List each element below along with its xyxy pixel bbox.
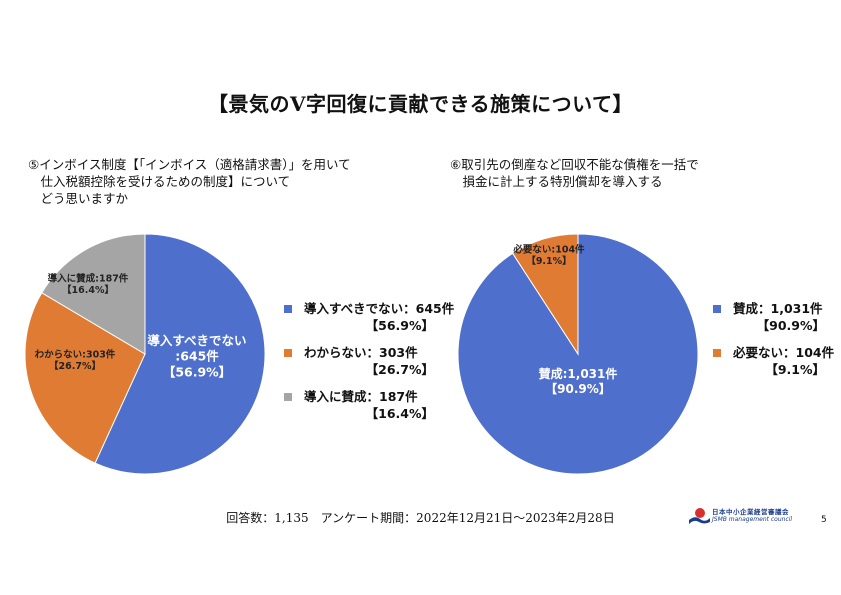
pie1-slice-3 (41, 233, 146, 355)
pie2-data-label-2: 必要ない:104件【9.1%】 (512, 243, 585, 267)
legend-swatch (713, 305, 721, 313)
legend-percent: 【56.9%】 (365, 318, 434, 333)
data-label-line: 【16.4%】 (62, 284, 114, 296)
page-number: 5 (821, 515, 827, 525)
legend-item-1: 賛成：1,031件 【90.9%】 (713, 300, 825, 334)
organization-logo: 日本中小企業経営審議会 JSMB management council (688, 506, 818, 530)
sun-wave-icon (689, 508, 710, 524)
legend-percent: 【9.1%】 (765, 362, 825, 377)
question-6: ⑥取引先の倒産など回収不能な債権を一括で 損金に計上する特別償却を導入する (450, 157, 699, 189)
data-label-line: 必要ない:104件 (512, 243, 585, 255)
survey-footer: 回答数：1,135 アンケート期間：2022年12月21日～2023年2月28日 (226, 511, 615, 525)
data-label-line: :645件 (175, 349, 219, 364)
legend-label: 賛成：1,031件 (733, 301, 823, 316)
legend-swatch (284, 305, 292, 313)
logo-jp-text: 日本中小企業経営審議会 (712, 508, 789, 516)
legend-label: 導入に賛成：187件 (304, 389, 418, 404)
page-title: 【景気のV字回復に貢献できる施策について】 (207, 92, 634, 116)
legend-item-2: わからない：303件 【26.7%】 (284, 344, 434, 378)
legend-swatch (284, 349, 292, 357)
pie2-data-label-1: 賛成:1,031件【90.9%】 (539, 366, 618, 396)
legend-item-1: 導入すべきでない：645件 【56.9%】 (284, 300, 454, 334)
data-label-line: 【56.9%】 (163, 364, 231, 379)
data-label-line: 導入に賛成:187件 (48, 272, 129, 284)
data-label-line: 導入すべきでない (147, 333, 246, 348)
data-label-line: 【26.7%】 (49, 360, 101, 372)
pie1-slice-1 (94, 233, 266, 475)
pie1-slice-2 (24, 292, 146, 464)
legend-percent: 【90.9%】 (756, 318, 825, 333)
logo-en-text: JSMB management council (712, 516, 793, 523)
question-5: ⑤インボイス制度【「インボイス（適格請求書）」を用いて 仕入税額控除を受けるため… (28, 157, 351, 206)
legend-percent: 【16.4%】 (365, 406, 434, 421)
legend-percent: 【26.7%】 (365, 362, 434, 377)
pie1-data-label-2: わからない:303件【26.7%】 (35, 348, 116, 372)
legend-label: 必要ない：104件 (733, 345, 835, 360)
data-label-line: 賛成:1,031件 (539, 366, 618, 381)
data-label-line: 【90.9%】 (545, 381, 611, 396)
legend-label: わからない：303件 (304, 345, 418, 360)
legend-label: 導入すべきでない：645件 (304, 301, 455, 316)
data-label-line: 【9.1%】 (526, 255, 571, 267)
legend-item-3: 導入に賛成：187件 【16.4%】 (284, 388, 434, 422)
pie1-data-label-3: 導入に賛成:187件【16.4%】 (48, 272, 129, 296)
legend-swatch (713, 349, 721, 357)
legend-item-2: 必要ない：104件 【9.1%】 (713, 344, 834, 378)
legend-swatch (284, 393, 292, 401)
data-label-line: わからない:303件 (35, 348, 116, 360)
pie1-data-label-1: 導入すべきでない:645件【56.9%】 (147, 333, 246, 379)
pie2-slice-2 (511, 233, 579, 356)
